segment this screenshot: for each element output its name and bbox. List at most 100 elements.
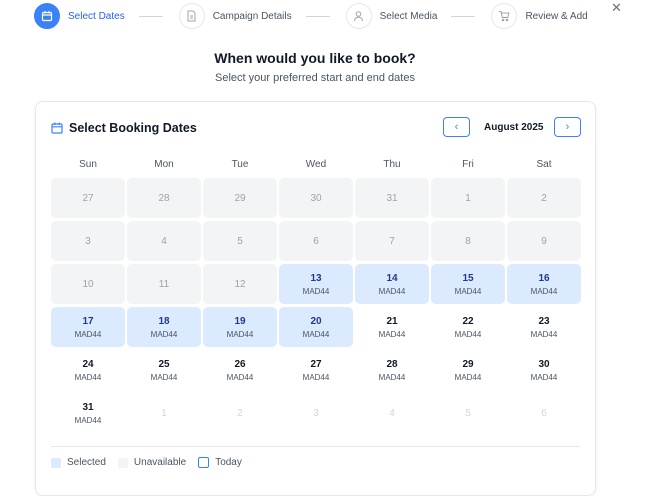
day-price: MAD44 bbox=[454, 372, 482, 382]
day-cell-available[interactable]: 23 MAD44 bbox=[507, 307, 581, 347]
calendar-header: Select Booking Dates bbox=[51, 121, 197, 135]
day-cell-selected[interactable]: 20 MAD44 bbox=[279, 307, 353, 347]
day-number: 1 bbox=[465, 192, 471, 204]
day-cell-available[interactable]: 28 MAD44 bbox=[355, 350, 429, 390]
calendar-icon bbox=[51, 122, 63, 134]
day-number: 7 bbox=[389, 235, 395, 247]
day-cell-available[interactable]: 29 MAD44 bbox=[431, 350, 505, 390]
day-number: 4 bbox=[389, 407, 395, 419]
day-cell-unavailable: 8 bbox=[431, 221, 505, 261]
day-number: 5 bbox=[465, 407, 471, 419]
day-cell-outside: 2 bbox=[203, 393, 277, 433]
month-label: August 2025 bbox=[484, 122, 544, 133]
page-title: When would you like to book? bbox=[214, 50, 416, 66]
day-cell-unavailable: 12 bbox=[203, 264, 277, 304]
day-cell-outside: 4 bbox=[355, 393, 429, 433]
day-price: MAD44 bbox=[454, 329, 482, 339]
day-price: MAD44 bbox=[150, 372, 178, 382]
step-select-dates[interactable]: Select Dates bbox=[34, 3, 125, 29]
day-cell-selected[interactable]: 17 MAD44 bbox=[51, 307, 125, 347]
day-cell-selected[interactable]: 18 MAD44 bbox=[127, 307, 201, 347]
page-subtitle: Select your preferred start and end date… bbox=[215, 72, 415, 84]
day-number: 18 bbox=[158, 315, 170, 327]
day-cell-unavailable: 5 bbox=[203, 221, 277, 261]
day-price: MAD44 bbox=[74, 329, 102, 339]
day-cell-available[interactable]: 21 MAD44 bbox=[355, 307, 429, 347]
day-cell-unavailable: 7 bbox=[355, 221, 429, 261]
day-number: 19 bbox=[234, 315, 246, 327]
step-review-add[interactable]: Review & Add bbox=[491, 3, 588, 29]
day-number: 4 bbox=[161, 235, 167, 247]
day-number: 30 bbox=[538, 358, 550, 370]
day-price: MAD44 bbox=[302, 286, 330, 296]
day-price: MAD44 bbox=[226, 329, 254, 339]
day-number: 21 bbox=[386, 315, 398, 327]
day-cell-selected[interactable]: 13 MAD44 bbox=[279, 264, 353, 304]
day-price: MAD44 bbox=[302, 372, 330, 382]
day-number: 25 bbox=[158, 358, 170, 370]
user-icon bbox=[345, 3, 372, 29]
day-number: 26 bbox=[234, 358, 246, 370]
day-number: 8 bbox=[465, 235, 471, 247]
day-number: 13 bbox=[310, 272, 322, 284]
document-icon bbox=[178, 3, 205, 29]
day-cell-unavailable: 2 bbox=[507, 178, 581, 218]
day-cell-selected[interactable]: 16 MAD44 bbox=[507, 264, 581, 304]
next-month-button[interactable]: › bbox=[554, 117, 581, 137]
stepper: Select Dates Campaign Details Select Med… bbox=[34, 3, 588, 29]
step-campaign-details[interactable]: Campaign Details bbox=[178, 3, 292, 29]
day-cell-unavailable: 9 bbox=[507, 221, 581, 261]
day-cell-unavailable: 4 bbox=[127, 221, 201, 261]
step-label: Campaign Details bbox=[212, 10, 292, 22]
legend-unavailable: Unavailable bbox=[133, 457, 187, 468]
day-cell-available[interactable]: 27 MAD44 bbox=[279, 350, 353, 390]
day-cell-available[interactable]: 31 MAD44 bbox=[51, 393, 125, 433]
day-price: MAD44 bbox=[226, 372, 254, 382]
day-cell-available[interactable]: 30 MAD44 bbox=[507, 350, 581, 390]
day-number: 15 bbox=[462, 272, 474, 284]
step-connector bbox=[451, 15, 476, 17]
day-number: 6 bbox=[313, 235, 319, 247]
day-cell-unavailable: 30 bbox=[279, 178, 353, 218]
step-connector bbox=[305, 15, 330, 17]
unavailable-swatch bbox=[117, 457, 128, 468]
day-cell-selected[interactable]: 19 MAD44 bbox=[203, 307, 277, 347]
day-number: 22 bbox=[462, 315, 474, 327]
close-icon[interactable]: ✕ bbox=[611, 0, 622, 15]
day-cell-available[interactable]: 22 MAD44 bbox=[431, 307, 505, 347]
day-price: MAD44 bbox=[378, 329, 406, 339]
weekday-label: Sun bbox=[79, 159, 97, 170]
today-swatch bbox=[198, 457, 210, 468]
day-price: MAD44 bbox=[74, 372, 102, 382]
legend: Selected Unavailable Today bbox=[51, 457, 254, 468]
day-number: 11 bbox=[158, 278, 170, 290]
weekday-label: Wed bbox=[305, 159, 327, 170]
day-cell-unavailable: 27 bbox=[51, 178, 125, 218]
day-price: MAD44 bbox=[74, 415, 102, 425]
day-number: 24 bbox=[82, 358, 94, 370]
day-price: MAD44 bbox=[530, 286, 558, 296]
day-cell-available[interactable]: 26 MAD44 bbox=[203, 350, 277, 390]
day-price: MAD44 bbox=[150, 329, 178, 339]
day-number: 28 bbox=[386, 358, 398, 370]
day-number: 17 bbox=[82, 315, 94, 327]
day-price: MAD44 bbox=[378, 372, 406, 382]
day-number: 30 bbox=[310, 192, 322, 204]
cart-icon bbox=[491, 3, 518, 29]
day-number: 1 bbox=[161, 407, 167, 419]
day-price: MAD44 bbox=[530, 329, 558, 339]
prev-month-button[interactable]: ‹ bbox=[443, 117, 470, 137]
day-cell-selected[interactable]: 15 MAD44 bbox=[431, 264, 505, 304]
day-cell-available[interactable]: 25 MAD44 bbox=[127, 350, 201, 390]
day-number: 2 bbox=[237, 407, 243, 419]
day-number: 6 bbox=[541, 407, 547, 419]
day-number: 31 bbox=[82, 401, 94, 413]
step-label: Select Media bbox=[379, 10, 438, 22]
step-select-media[interactable]: Select Media bbox=[345, 3, 438, 29]
day-cell-selected[interactable]: 14 MAD44 bbox=[355, 264, 429, 304]
day-number: 10 bbox=[82, 278, 94, 290]
step-label: Review & Add bbox=[525, 10, 588, 22]
divider bbox=[51, 446, 580, 447]
day-cell-available[interactable]: 24 MAD44 bbox=[51, 350, 125, 390]
day-number: 29 bbox=[234, 192, 246, 204]
